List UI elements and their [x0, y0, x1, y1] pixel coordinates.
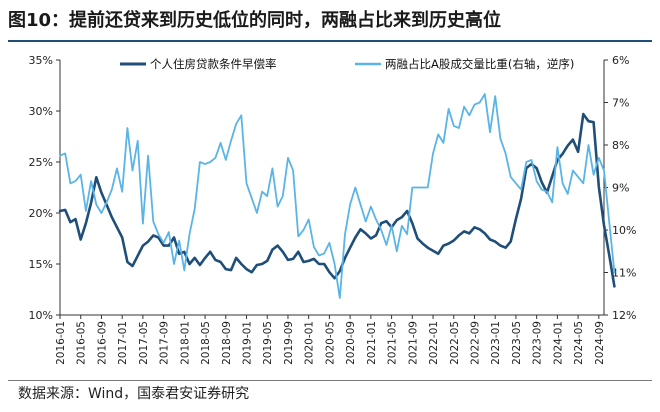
right-tick-label: 12%: [612, 309, 636, 322]
x-tick-label: 2017-05: [138, 321, 150, 365]
x-tick-label: 2022-05: [449, 321, 461, 365]
left-tick-label: 10%: [29, 309, 53, 322]
x-tick-label: 2021-05: [387, 321, 399, 365]
x-tick-label: 2016-01: [55, 321, 67, 365]
left-tick-label: 35%: [29, 54, 53, 67]
x-tick-label: 2024-05: [573, 321, 585, 365]
right-tick-label: 6%: [612, 54, 629, 67]
x-tick-label: 2022-09: [469, 321, 481, 365]
x-tick-label: 2023-05: [511, 321, 523, 365]
right-tick-label: 7%: [612, 97, 629, 110]
left-tick-label: 20%: [29, 207, 53, 220]
right-tick-label: 9%: [612, 182, 629, 195]
source-divider: [8, 380, 652, 381]
right-tick-label: 8%: [612, 139, 629, 152]
x-tick-label: 2020-05: [324, 321, 336, 365]
x-tick-label: 2021-01: [366, 321, 378, 365]
legend-label-1: 个人住房贷款条件早偿率: [150, 57, 277, 71]
right-tick-label: 11%: [612, 267, 636, 280]
x-tick-label: 2019-05: [262, 321, 274, 365]
x-tick-label: 2024-01: [552, 321, 564, 365]
x-tick-label: 2021-09: [407, 321, 419, 365]
left-tick-label: 30%: [29, 105, 53, 118]
left-y-axis-ticks: 10% 15% 20% 25% 30% 35%: [29, 54, 60, 322]
left-tick-label: 15%: [29, 258, 53, 271]
x-tick-label: 2018-09: [221, 321, 233, 365]
x-axis-ticks: 2016-01 2016-05 2016-09 2017-01 2017-05 2017-…: [55, 315, 606, 365]
x-tick-label: 2019-09: [283, 321, 295, 365]
legend-label-2: 两融占比A股成交量比重(右轴，逆序): [385, 57, 574, 71]
series-line-2: [59, 93, 616, 299]
x-tick-label: 2023-01: [490, 321, 502, 365]
chart-title: 图10：提前还贷来到历史低位的同时，两融占比来到历史高位: [8, 10, 502, 31]
x-tick-label: 2018-01: [179, 321, 191, 365]
x-tick-label: 2024-09: [594, 321, 606, 365]
chart-legend: 个人住房贷款条件早偿率 两融占比A股成交量比重(右轴，逆序): [120, 57, 574, 71]
title-divider: [8, 40, 652, 42]
x-tick-label: 2019-01: [242, 321, 254, 365]
x-tick-label: 2023-09: [532, 321, 544, 365]
right-tick-label: 10%: [612, 224, 636, 237]
series-line-1: [58, 112, 616, 288]
x-tick-label: 2022-01: [428, 321, 440, 365]
x-tick-label: 2016-05: [76, 321, 88, 365]
x-tick-label: 2018-05: [200, 321, 212, 365]
series-lines: [58, 93, 616, 299]
x-tick-label: 2017-01: [117, 321, 129, 365]
x-tick-label: 2020-09: [345, 321, 357, 365]
right-y-axis-ticks: 6% 7% 8% 9% 10% 11% 12%: [604, 54, 636, 322]
x-tick-label: 2020-01: [304, 321, 316, 365]
left-tick-label: 25%: [29, 156, 53, 169]
x-tick-label: 2017-09: [159, 321, 171, 365]
source-note: 数据来源：Wind，国泰君安证券研究: [18, 386, 250, 402]
x-tick-label: 2016-09: [96, 321, 108, 365]
